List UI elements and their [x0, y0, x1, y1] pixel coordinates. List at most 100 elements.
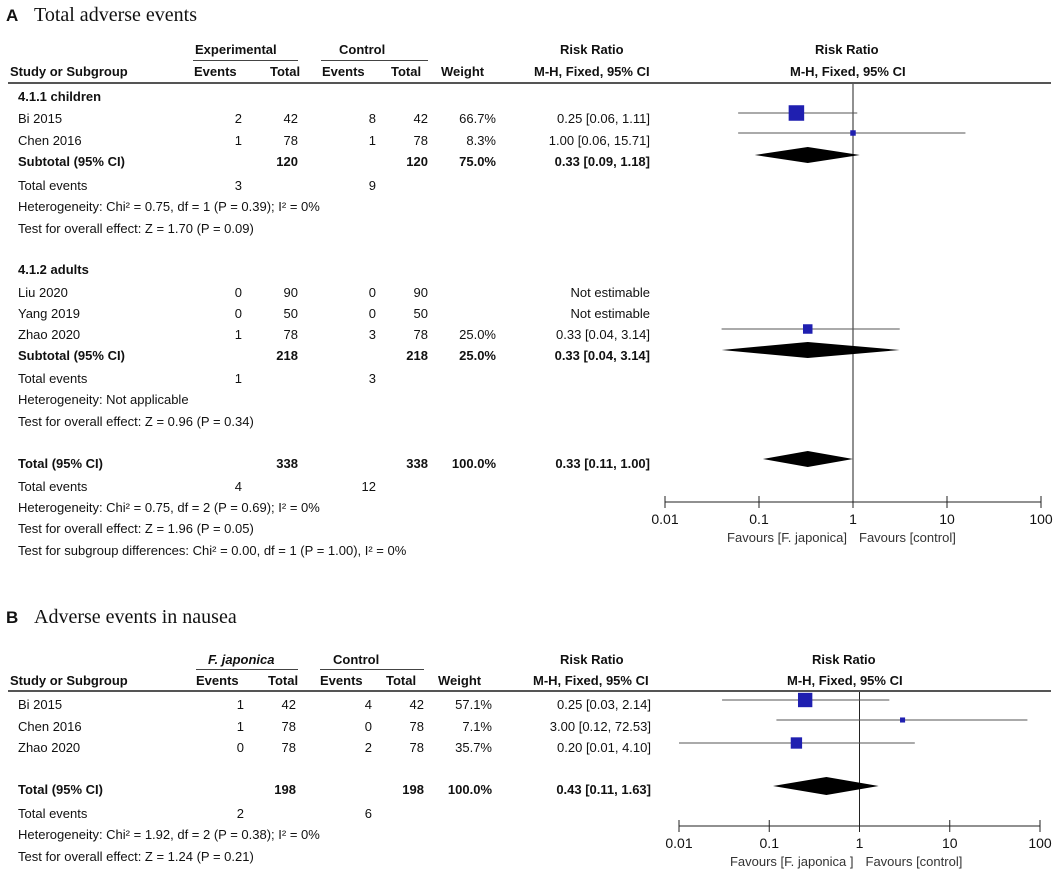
events-col-header: Events [196, 673, 239, 688]
total-weight: 100.0% [451, 456, 496, 471]
group1-rule [193, 60, 298, 61]
overall-effect-text: Test for overall effect: Z = 1.96 (P = 0… [18, 521, 254, 536]
total-events-ctrl: 6 [364, 806, 372, 821]
total-exp: 78 [281, 719, 296, 734]
panel-a-letter: A [6, 6, 19, 25]
rr-header: Risk Ratio [560, 42, 624, 57]
pooled-diamond [721, 342, 900, 358]
group2-rule [320, 669, 424, 670]
plot-subheader: M-H, Fixed, 95% CI [787, 673, 903, 688]
total-events-exp: 2 [236, 806, 244, 821]
events-exp: 1 [236, 697, 244, 712]
x-axis-tick-label: 0.1 [760, 835, 780, 851]
risk-ratio-ci: 0.25 [0.06, 1.11] [557, 111, 650, 126]
total-ci: 0.43 [0.11, 1.63] [556, 782, 651, 797]
heterogeneity-text: Heterogeneity: Not applicable [18, 392, 189, 407]
total-events-exp: 3 [234, 178, 242, 193]
plot-header: Risk Ratio [812, 652, 876, 667]
x-axis-tick-label: 0.1 [749, 511, 769, 527]
study-col-header: Study or Subgroup [10, 64, 128, 79]
total-ctrl: 42 [413, 111, 428, 126]
rr-subheader: M-H, Fixed, 95% CI [533, 673, 649, 688]
panel-b-letter: B [6, 608, 19, 627]
total-total-ctrl: 338 [406, 456, 428, 471]
study-name: Zhao 2020 [18, 740, 81, 755]
weight: 8.3% [466, 133, 496, 148]
study-point-marker [850, 130, 856, 136]
study-name: Yang 2019 [18, 306, 80, 321]
total-ctrl: 78 [409, 740, 424, 755]
group2-header: Control [333, 652, 380, 667]
risk-ratio-ci: 0.25 [0.03, 2.14] [557, 697, 651, 712]
heterogeneity-text: Heterogeneity: Chi² = 1.92, df = 2 (P = … [18, 827, 320, 842]
group2-rule [321, 60, 428, 61]
total-label: Total (95% CI) [18, 782, 103, 797]
total-exp: 50 [283, 306, 298, 321]
total-events-label: Total events [18, 479, 88, 494]
study-col-header: Study or Subgroup [10, 673, 128, 688]
total-col-header: Total [386, 673, 417, 688]
total-events-label: Total events [18, 178, 88, 193]
rr-subheader: M-H, Fixed, 95% CI [534, 64, 650, 79]
total-ctrl: 78 [409, 719, 424, 734]
events-exp: 0 [236, 740, 244, 755]
x-axis-tick-label: 1 [856, 835, 864, 851]
pooled-diamond [754, 147, 860, 163]
favours-left-label: Favours [F. japonica] [727, 530, 847, 545]
events-col-header: Events [194, 64, 237, 79]
subtotal-total-ctrl: 218 [406, 348, 428, 363]
total-col-header: Total [391, 64, 422, 79]
header-rule [8, 82, 1051, 84]
total-exp: 90 [283, 285, 298, 300]
heterogeneity-text: Heterogeneity: Chi² = 0.75, df = 2 (P = … [18, 500, 320, 515]
study-name: Chen 2016 [18, 719, 82, 734]
x-axis-tick-label: 100 [1029, 511, 1053, 527]
risk-ratio-ci: 0.33 [0.04, 3.14] [556, 327, 650, 342]
events-ctrl: 4 [364, 697, 372, 712]
total-label: Total (95% CI) [18, 456, 103, 471]
x-axis-tick-label: 100 [1028, 835, 1052, 851]
events-exp: 1 [234, 133, 242, 148]
total-ctrl: 50 [413, 306, 428, 321]
total-ctrl: 42 [409, 697, 424, 712]
overall-effect-text: Test for overall effect: Z = 0.96 (P = 0… [18, 414, 254, 429]
events-ctrl: 3 [368, 327, 376, 342]
group2-header: Control [339, 42, 386, 57]
total-exp: 78 [283, 327, 298, 342]
overall-effect-text: Test for overall effect: Z = 1.24 (P = 0… [18, 849, 254, 864]
total-ci: 0.33 [0.11, 1.00] [555, 456, 650, 471]
group1-rule [196, 669, 298, 670]
group1-header: F. japonica [208, 652, 275, 667]
total-events-exp: 1 [234, 371, 242, 386]
total-ctrl: 78 [413, 327, 428, 342]
study-name: Zhao 2020 [18, 327, 81, 342]
group1-header: Experimental [195, 42, 277, 57]
total-exp: 42 [281, 697, 296, 712]
plot-subheader: M-H, Fixed, 95% CI [790, 64, 906, 79]
study-point-marker [900, 717, 906, 723]
x-axis-tick-label: 10 [942, 835, 958, 851]
favours-right-label: Favours [control] [859, 530, 956, 545]
header-rule [8, 690, 1051, 692]
pooled-diamond [772, 777, 879, 795]
weight: 7.1% [462, 719, 492, 734]
favours-right-label: Favours [control] [866, 854, 963, 869]
total-events-exp: 4 [234, 479, 242, 494]
study-name: Chen 2016 [18, 133, 82, 148]
favours-left-label: Favours [F. japonica ] [730, 854, 854, 869]
risk-ratio-ci: 0.20 [0.01, 4.10] [557, 740, 651, 755]
heterogeneity-text: Heterogeneity: Chi² = 0.75, df = 1 (P = … [18, 199, 320, 214]
total-events-label: Total events [18, 806, 88, 821]
weight: 66.7% [459, 111, 496, 126]
plot-header: Risk Ratio [815, 42, 879, 57]
overall-effect-text: Test for overall effect: Z = 1.70 (P = 0… [18, 221, 254, 236]
events-ctrl: 1 [368, 133, 376, 148]
subtotal-weight: 25.0% [459, 348, 496, 363]
subtotal-label: Subtotal (95% CI) [18, 348, 125, 363]
subtotal-weight: 75.0% [459, 154, 496, 169]
risk-ratio-ci: 3.00 [0.12, 72.53] [549, 719, 651, 734]
subtotal-total-exp: 218 [276, 348, 298, 363]
subgroup-title: 4.1.1 children [18, 89, 102, 104]
events-col-header: Events [320, 673, 363, 688]
subtotal-total-ctrl: 120 [406, 154, 428, 169]
